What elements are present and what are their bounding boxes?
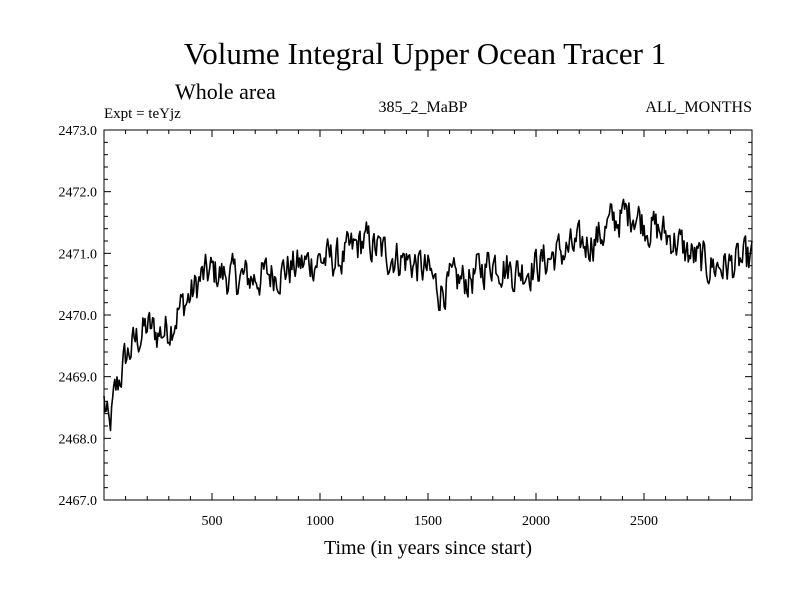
x-tick-label: 2500 bbox=[630, 514, 658, 529]
y-tick-label: 2471.0 bbox=[59, 247, 98, 262]
y-tick-label: 2472.0 bbox=[59, 186, 98, 201]
y-tick-label: 2470.0 bbox=[59, 309, 98, 324]
x-tick-label: 2000 bbox=[522, 514, 550, 529]
months-label: ALL_MONTHS bbox=[645, 99, 752, 116]
y-tick-label: 2467.0 bbox=[59, 494, 98, 509]
chart-title: Volume Integral Upper Ocean Tracer 1 bbox=[184, 36, 666, 71]
x-tick-label: 1000 bbox=[306, 514, 334, 529]
y-axis-ticks: 2467.0 2468.0 2469.0 2470.0 2471.0 2472.0 2473… bbox=[59, 124, 752, 509]
x-tick-label: 1500 bbox=[414, 514, 442, 529]
chart-subtitle: Whole area bbox=[175, 79, 276, 104]
run-label: 385_2_MaBP bbox=[379, 99, 468, 116]
expt-label: Expt = teYjz bbox=[104, 106, 181, 122]
y-tick-label: 2473.0 bbox=[59, 124, 98, 139]
x-axis-label: Time (in years since start) bbox=[324, 537, 532, 559]
x-axis-ticks: 500 1000 1500 2000 2500 bbox=[125, 130, 731, 529]
series-line bbox=[103, 198, 753, 432]
y-tick-label: 2469.0 bbox=[59, 371, 98, 386]
x-tick-label: 500 bbox=[202, 514, 223, 529]
y-tick-label: 2468.0 bbox=[59, 432, 98, 447]
plot-frame bbox=[103, 129, 753, 501]
